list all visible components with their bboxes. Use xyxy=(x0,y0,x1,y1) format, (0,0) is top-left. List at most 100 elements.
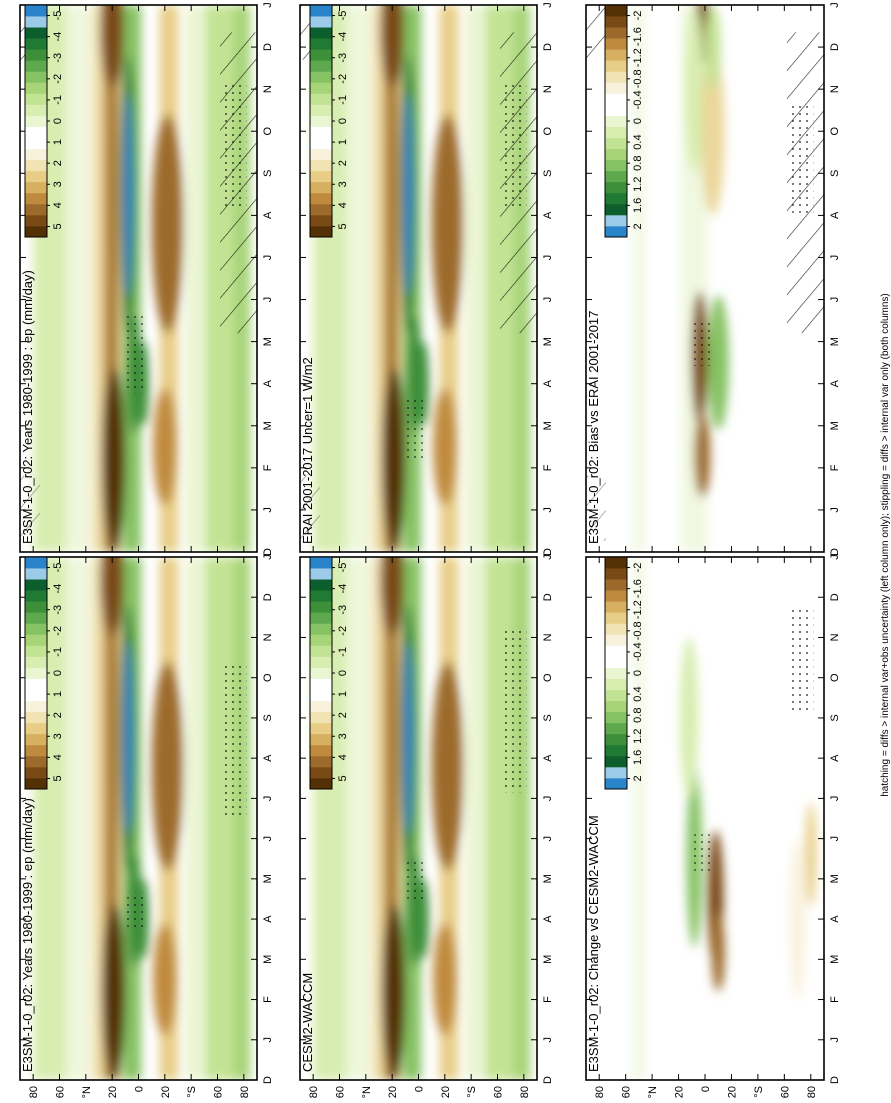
month-tick-label: J xyxy=(262,554,274,560)
colorbar-cell xyxy=(310,623,332,635)
colorbar-label: 4 xyxy=(52,754,64,760)
colorbar-label: -4 xyxy=(337,32,349,42)
month-tick-label: J xyxy=(829,796,841,802)
colorbar-label: 4 xyxy=(337,754,349,760)
colorbar-cell xyxy=(310,82,332,94)
colorbar-label: 3 xyxy=(52,733,64,739)
month-tick-label: A xyxy=(262,211,274,219)
colorbar: 5 4 3 2 1 0 -1 -2 -3 -4 -5 xyxy=(309,4,349,238)
colorbar-label: -3 xyxy=(52,53,64,63)
colorbar-cell xyxy=(25,656,47,668)
month-tick-label: O xyxy=(829,673,841,682)
colorbar-cell xyxy=(310,203,332,216)
panel-field xyxy=(20,557,257,1080)
lat-tick-label: °N xyxy=(81,1086,93,1098)
lat-tick-label: 0 xyxy=(700,1086,712,1092)
colorbar-cell xyxy=(25,612,47,624)
month-tick-label: J xyxy=(262,507,274,513)
colorbar-cell xyxy=(310,766,332,779)
month-tick-label: D xyxy=(262,1076,274,1084)
colorbar-cell xyxy=(310,590,332,602)
colorbar-cell xyxy=(605,104,627,116)
colorbar-label: -0.4 xyxy=(632,90,644,109)
colorbar-label: -1.2 xyxy=(632,600,644,619)
month-tick-label: D xyxy=(542,593,554,601)
month-tick-label: D xyxy=(829,43,841,51)
month-tick-label: J xyxy=(262,796,274,802)
colorbar-cell xyxy=(605,192,627,205)
colorbar-cell xyxy=(605,711,627,724)
colorbar-label: 0.8 xyxy=(632,708,644,723)
colorbar-label: 0 xyxy=(52,118,64,124)
lat-tick-label: 0 xyxy=(134,1086,146,1092)
colorbar-cell xyxy=(605,115,627,127)
colorbar-cell xyxy=(25,777,47,790)
colorbar-label: -2 xyxy=(632,11,644,21)
colorbar-cell xyxy=(310,700,332,713)
colorbar-cell xyxy=(605,744,627,757)
colorbar-cell xyxy=(310,49,332,61)
stippling xyxy=(122,891,147,929)
colorbar-cell xyxy=(310,689,332,702)
colorbar-cell xyxy=(310,634,332,646)
stippling xyxy=(222,661,247,819)
colorbar-cell xyxy=(25,645,47,657)
colorbar-label: -5 xyxy=(337,563,349,573)
month-tick-label: F xyxy=(542,996,554,1003)
month-tick-label: J xyxy=(542,554,554,560)
colorbar-label: 0.4 xyxy=(632,686,644,701)
colorbar-cell xyxy=(25,722,47,735)
colorbar-cell xyxy=(310,170,332,183)
month-tick-label: M xyxy=(829,421,841,430)
colorbar-cell xyxy=(25,38,47,50)
colorbar-cell xyxy=(310,656,332,668)
month-tick-label: M xyxy=(262,337,274,346)
colorbar-cell xyxy=(310,557,332,569)
month-tick-label: M xyxy=(262,955,274,964)
colorbar-cell xyxy=(310,744,332,757)
month-tick-label: D xyxy=(542,1076,554,1084)
month-tick-label: M xyxy=(542,421,554,430)
colorbar-cell xyxy=(25,733,47,746)
month-tick-label: A xyxy=(262,754,274,762)
colorbar-label: 3 xyxy=(52,181,64,187)
stippling xyxy=(689,322,713,367)
month-tick-label: N xyxy=(542,633,554,641)
month-tick-label: N xyxy=(262,633,274,641)
colorbar-cell xyxy=(310,71,332,83)
colorbar-cell xyxy=(310,601,332,613)
colorbar-cell xyxy=(310,722,332,735)
stippling xyxy=(689,834,713,871)
colorbar-label: 3 xyxy=(337,181,349,187)
month-tick-label: J xyxy=(829,836,841,842)
month-tick-label: J xyxy=(829,255,841,261)
colorbar-cell xyxy=(25,115,47,127)
colorbar-cell xyxy=(25,137,47,150)
colorbar-label: 2 xyxy=(632,223,644,229)
month-tick-label: N xyxy=(829,633,841,641)
month-tick-label: J xyxy=(542,507,554,513)
panel-1: DJFMAMJJASONDJ8060°N20020°S6080E3SM-1-0_… xyxy=(19,2,274,570)
colorbar-cell xyxy=(310,137,332,150)
colorbar-label: -2 xyxy=(337,626,349,636)
month-tick-label: S xyxy=(542,170,554,177)
month-tick-label: J xyxy=(262,836,274,842)
month-tick-label: O xyxy=(542,673,554,682)
month-tick-label: F xyxy=(829,996,841,1003)
lat-tick-label: 80 xyxy=(806,1086,818,1098)
colorbar-label: 2 xyxy=(52,160,64,166)
month-tick-label: M xyxy=(542,337,554,346)
colorbar-label: -5 xyxy=(52,11,64,21)
month-tick-label: J xyxy=(542,255,554,261)
month-tick-label: D xyxy=(262,593,274,601)
colorbar-cell xyxy=(310,60,332,72)
colorbar-cell xyxy=(310,225,332,238)
month-tick-label: A xyxy=(542,211,554,219)
colorbar-cell xyxy=(25,755,47,768)
colorbar-label: 1 xyxy=(337,691,349,697)
month-tick-label: A xyxy=(262,379,274,387)
hatching xyxy=(586,5,610,60)
lat-tick-label: 20 xyxy=(107,1086,119,1098)
